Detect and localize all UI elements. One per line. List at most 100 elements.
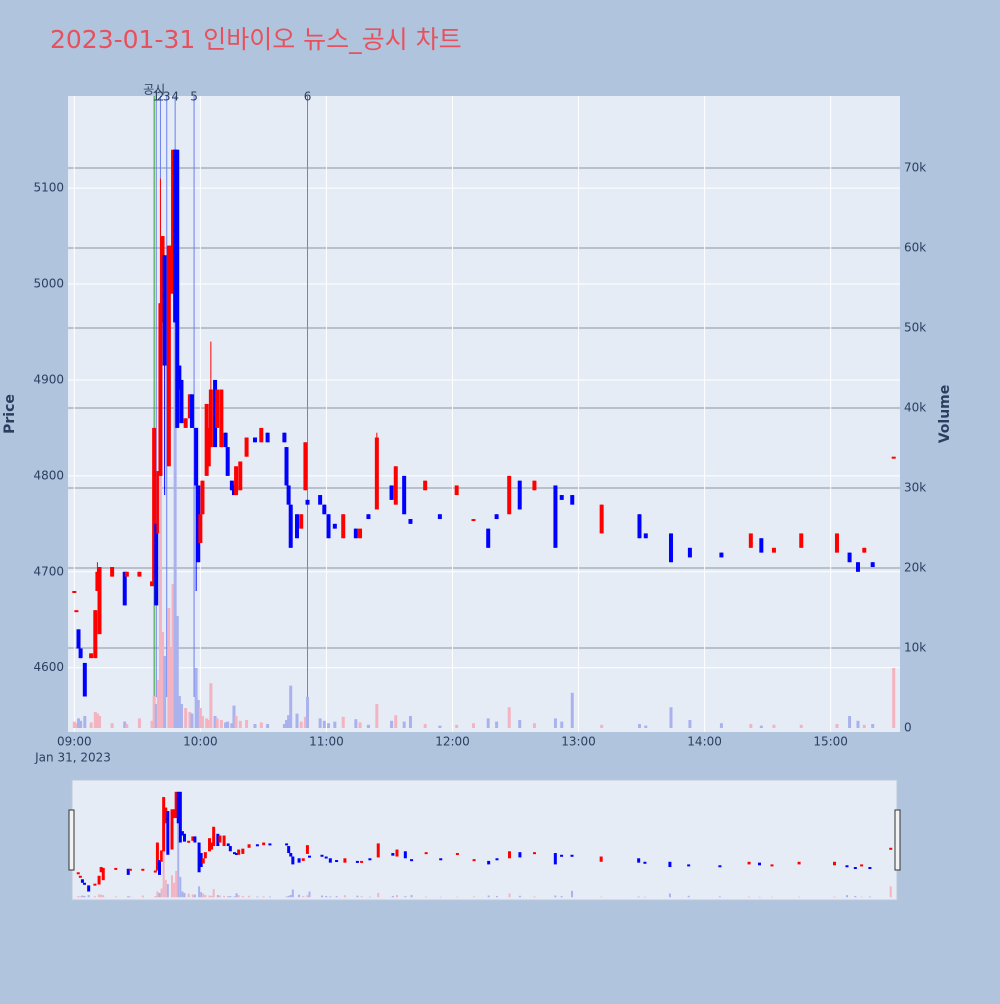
mini-volume-bar: [192, 894, 194, 897]
candle-body: [394, 466, 398, 504]
mini-candle-body: [335, 860, 338, 862]
candle-body: [423, 481, 427, 491]
mini-volume-bar: [204, 895, 206, 897]
mini-candle-body: [202, 858, 205, 863]
mini-candle-body: [518, 852, 521, 857]
volume-bar: [90, 722, 93, 728]
mini-candle-body: [227, 843, 230, 846]
mini-volume-bar: [100, 895, 102, 898]
mini-candle-body: [439, 858, 442, 860]
mini-volume-bar: [719, 896, 721, 897]
mini-volume-bar: [248, 896, 250, 897]
mini-volume-bar: [561, 896, 563, 897]
mini-volume-bar: [115, 896, 117, 897]
candle-body: [303, 442, 307, 490]
mini-volume-bar: [79, 896, 81, 897]
y2-tick-label: 20k: [904, 561, 926, 575]
mini-candle-body: [329, 858, 332, 862]
mini-candle-body: [343, 858, 346, 862]
mini-volume-bar: [181, 891, 183, 897]
mini-volume-bar: [329, 896, 331, 897]
volume-bar: [83, 716, 86, 728]
candle-body: [198, 514, 202, 543]
volume-bar: [239, 721, 242, 728]
x-tick-label: 15:00: [813, 735, 848, 749]
volume-bar: [644, 726, 647, 728]
y-tick-label: 5000: [33, 277, 64, 291]
mini-candle-body: [404, 851, 407, 858]
y-tick-label: 4800: [33, 468, 64, 482]
candle-body: [226, 447, 230, 476]
mini-candle-body: [87, 885, 90, 891]
mini-candle-body: [114, 868, 117, 870]
range-handle-left[interactable]: [69, 810, 74, 870]
candle-body: [93, 610, 97, 658]
candle-body: [402, 476, 406, 514]
mini-volume-bar: [404, 896, 406, 897]
candle-body: [333, 524, 337, 529]
mini-candle-body: [687, 864, 690, 866]
volume-bar: [245, 720, 248, 728]
mini-volume-bar: [173, 883, 175, 898]
candle-body: [125, 572, 129, 577]
candle-body: [892, 457, 896, 459]
volume-bar: [260, 722, 263, 728]
volume-bar: [472, 723, 475, 728]
mini-volume-bar: [425, 897, 427, 898]
candle-body: [799, 533, 803, 547]
volume-bar: [438, 726, 441, 728]
candle-body: [259, 428, 263, 442]
mini-candle-body: [854, 867, 857, 869]
x-tick-label: 11:00: [309, 735, 344, 749]
mini-candle-body: [308, 856, 311, 858]
volume-bar: [848, 716, 851, 728]
mini-volume-bar: [94, 896, 96, 897]
volume-bar: [163, 656, 166, 728]
mini-volume-bar: [748, 897, 750, 898]
candle-body: [287, 485, 291, 504]
volume-bar: [333, 722, 336, 728]
mini-volume-bar: [325, 896, 327, 897]
mini-volume-bar: [377, 893, 379, 897]
mini-volume-bar: [154, 896, 156, 897]
mini-candle-body: [360, 861, 363, 863]
mini-candle-body: [102, 868, 105, 880]
y2-axis-label: Volume: [937, 385, 953, 444]
mini-candle-body: [643, 862, 646, 864]
volume-bar: [226, 722, 229, 728]
mini-volume-bar: [369, 897, 371, 898]
range-handle-right[interactable]: [895, 810, 900, 870]
mini-volume-bar: [771, 897, 773, 898]
mini-volume-bar: [798, 897, 800, 898]
volume-bar: [800, 725, 803, 728]
volume-bar: [125, 724, 128, 728]
candle-body: [266, 433, 270, 443]
candle-body: [234, 466, 238, 495]
mini-volume-bar: [229, 896, 231, 897]
volume-bar: [688, 720, 691, 728]
volume-bar: [323, 721, 326, 728]
candle-body: [688, 548, 692, 558]
candle-body: [110, 567, 114, 577]
x-tick-label: 13:00: [561, 735, 596, 749]
volume-bar: [220, 720, 223, 728]
mini-volume-bar: [165, 880, 167, 898]
mini-candle-body: [183, 834, 186, 842]
x-date-label: Jan 31, 2023: [34, 751, 111, 765]
candle-body: [358, 529, 362, 539]
candle-body: [299, 514, 303, 528]
candle-body: [285, 447, 289, 485]
mini-volume-bar: [669, 893, 671, 897]
mini-volume-bar: [129, 897, 131, 898]
candle-body: [871, 562, 875, 567]
volume-bar: [403, 722, 406, 728]
volume-bar: [533, 723, 536, 728]
candle-body: [83, 663, 87, 697]
candle-body: [408, 519, 412, 524]
mini-volume-bar: [238, 895, 240, 897]
mini-candle-body: [81, 879, 84, 882]
mini-volume-bar: [688, 896, 690, 897]
candle-body: [98, 567, 102, 634]
volume-bar: [518, 720, 521, 728]
mini-candle-body: [473, 859, 476, 861]
